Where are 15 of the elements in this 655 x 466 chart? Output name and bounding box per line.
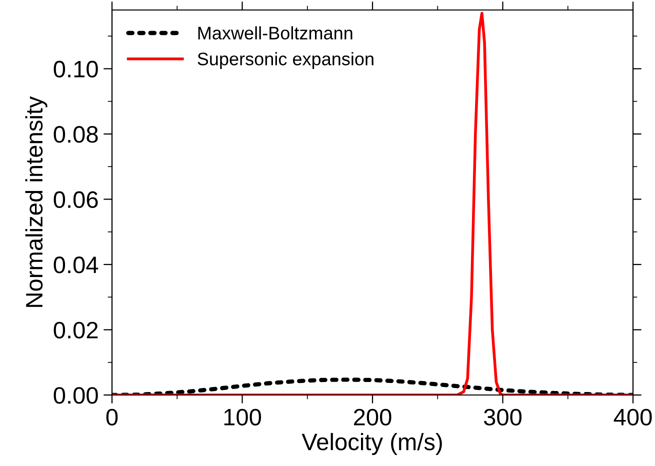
x-tick-label: 300: [484, 408, 522, 426]
legend-label: Maxwell-Boltzmann: [198, 26, 352, 40]
x-tick-label: 400: [614, 408, 652, 426]
legend-label: Supersonic expansion: [198, 52, 374, 69]
y-tick-label: 0.00: [54, 387, 98, 404]
y-tick-label: 0.10: [54, 60, 98, 78]
y-tick-label: 0.04: [54, 256, 98, 274]
y-tick-label: 0.08: [54, 126, 98, 143]
y-tick-label: 0.02: [54, 322, 98, 339]
x-tick-label: 0: [106, 408, 118, 426]
y-axis-title: Normalized intensity: [25, 96, 48, 307]
x-tick-label: 100: [224, 408, 262, 426]
x-axis-title: Velocity (m/s): [302, 432, 442, 455]
x-tick-label: 200: [354, 408, 392, 426]
y-tick-label: 0.06: [54, 191, 98, 208]
